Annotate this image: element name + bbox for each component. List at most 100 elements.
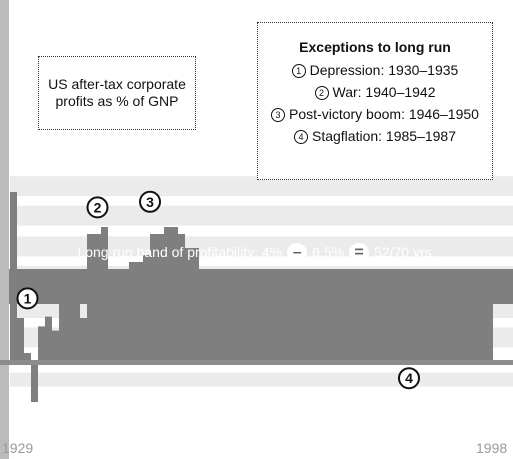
exceptions-legend-box: Exceptions to long run 1 Depression: 1930… (257, 22, 493, 180)
band-layer (0, 269, 513, 304)
grid-band-low-0 (10, 372, 513, 387)
profitability-band (0, 269, 513, 304)
exception-number-3: 3 (271, 108, 286, 122)
exception-text-boom: Post-victory boom: 1946–1950 (289, 106, 479, 122)
bar-1996 (479, 304, 486, 360)
bar-1970 (297, 269, 304, 360)
bar-1987 (416, 304, 423, 360)
bar-1973 (318, 269, 325, 360)
bar-1979 (360, 269, 367, 360)
bar-1933 (38, 326, 45, 360)
bar-1965 (262, 269, 269, 360)
exception-number-1: 1 (291, 64, 306, 78)
zero-baseline (0, 360, 513, 365)
x-start-label: 1929 (2, 440, 34, 456)
bar-1983 (388, 269, 395, 360)
bar-1937 (66, 302, 73, 360)
bar-1934 (45, 316, 52, 360)
bar-1958 (213, 269, 220, 360)
marker-label-1: 1 (24, 290, 32, 306)
bar-1978 (353, 269, 360, 360)
minus-icon: – (287, 243, 308, 264)
exception-number-2: 2 (314, 86, 329, 100)
marker-label-2: 2 (94, 199, 102, 215)
bar-1988 (423, 304, 430, 360)
exception-number-4: 4 (293, 130, 308, 144)
band-label-prefix: Long run band of profitability: 4% (77, 244, 283, 260)
bar-layer (10, 192, 493, 402)
exception-text-depression: Depression: 1930–1935 (309, 62, 459, 78)
bar-1982 (381, 269, 388, 360)
bar-1948 (143, 255, 150, 360)
exception-item-depression: 1 Depression: 1930–1935 (258, 59, 492, 81)
profits-label-line-2: profits as % of GNP (55, 93, 179, 109)
bar-1944 (115, 269, 122, 360)
bar-1992 (451, 304, 458, 360)
profits-label-line-1: US after-tax corporate (48, 76, 186, 92)
bar-1993 (458, 304, 465, 360)
bar-1972 (311, 269, 318, 360)
marker-label-3: 3 (146, 194, 154, 210)
exception-text-stagflation: Stagflation: 1985–1987 (311, 128, 456, 144)
bar-1967 (276, 269, 283, 360)
bar-1956 (199, 269, 206, 360)
bar-1945 (122, 269, 129, 360)
equals-icon: = (349, 243, 370, 264)
grid-band-3 (10, 236, 513, 257)
marker-label-4: 4 (405, 370, 413, 386)
bar-1991 (444, 304, 451, 360)
bar-1931 (24, 353, 31, 360)
band-label-high: 6.5% (312, 244, 345, 260)
bar-1971 (304, 269, 311, 360)
band-label: Long run band of profitability: 4% –6.5% =… (0, 240, 513, 264)
bar-1977 (346, 269, 353, 360)
bar-1932 (31, 360, 38, 402)
bar-1968 (283, 269, 290, 360)
exception-text-war: War: 1940–1942 (332, 84, 436, 100)
bar-1963 (248, 269, 255, 360)
bar-1961 (234, 269, 241, 360)
bar-1985 (402, 304, 409, 360)
bar-1964 (255, 269, 262, 360)
bar-1938 (73, 269, 80, 360)
bar-1974 (325, 269, 332, 360)
bar-1990 (437, 304, 444, 360)
bar-1981 (374, 269, 381, 360)
marker-layer: 1 2 3 4 (16, 190, 420, 390)
bar-1960 (227, 269, 234, 360)
marker-circle-3 (139, 190, 161, 213)
bar-1975 (332, 269, 339, 360)
bar-1976 (339, 269, 346, 360)
grid-band-5 (10, 176, 513, 197)
bar-1946 (129, 262, 136, 360)
bar-1947 (136, 262, 143, 360)
profits-label-box: US after-tax corporate profits as % of G… (38, 56, 196, 130)
bar-1969 (290, 269, 297, 360)
bar-1959 (220, 269, 227, 360)
bar-1995 (472, 304, 479, 360)
exceptions-list: 1 Depression: 1930–1935 2 War: 1940–1942 3… (258, 59, 492, 147)
y-axis-bar (0, 0, 9, 459)
marker-circle-4 (398, 367, 420, 390)
bar-1939 (80, 318, 87, 360)
bar-1962 (241, 269, 248, 360)
band-label-suffix: 52/70 yrs. (374, 244, 436, 260)
bar-1957 (206, 269, 213, 360)
bar-1943 (108, 269, 115, 360)
bar-1997 (486, 304, 493, 360)
exceptions-title: Exceptions to long run (299, 39, 451, 55)
bar-1936 (59, 290, 66, 360)
x-end-label: 1998 (476, 440, 508, 456)
bar-1966 (269, 269, 276, 360)
exception-item-war: 2 War: 1940–1942 (258, 81, 492, 103)
grid-band-4 (10, 205, 513, 226)
marker-circle-1 (16, 287, 39, 310)
bar-1980 (367, 269, 374, 360)
exception-item-boom: 3 Post-victory boom: 1946–1950 (258, 103, 492, 125)
bar-1935 (52, 330, 59, 360)
bar-1930 (17, 318, 24, 360)
bar-1984 (395, 269, 402, 360)
exception-item-stagflation: 4 Stagflation: 1985–1987 (258, 125, 492, 147)
